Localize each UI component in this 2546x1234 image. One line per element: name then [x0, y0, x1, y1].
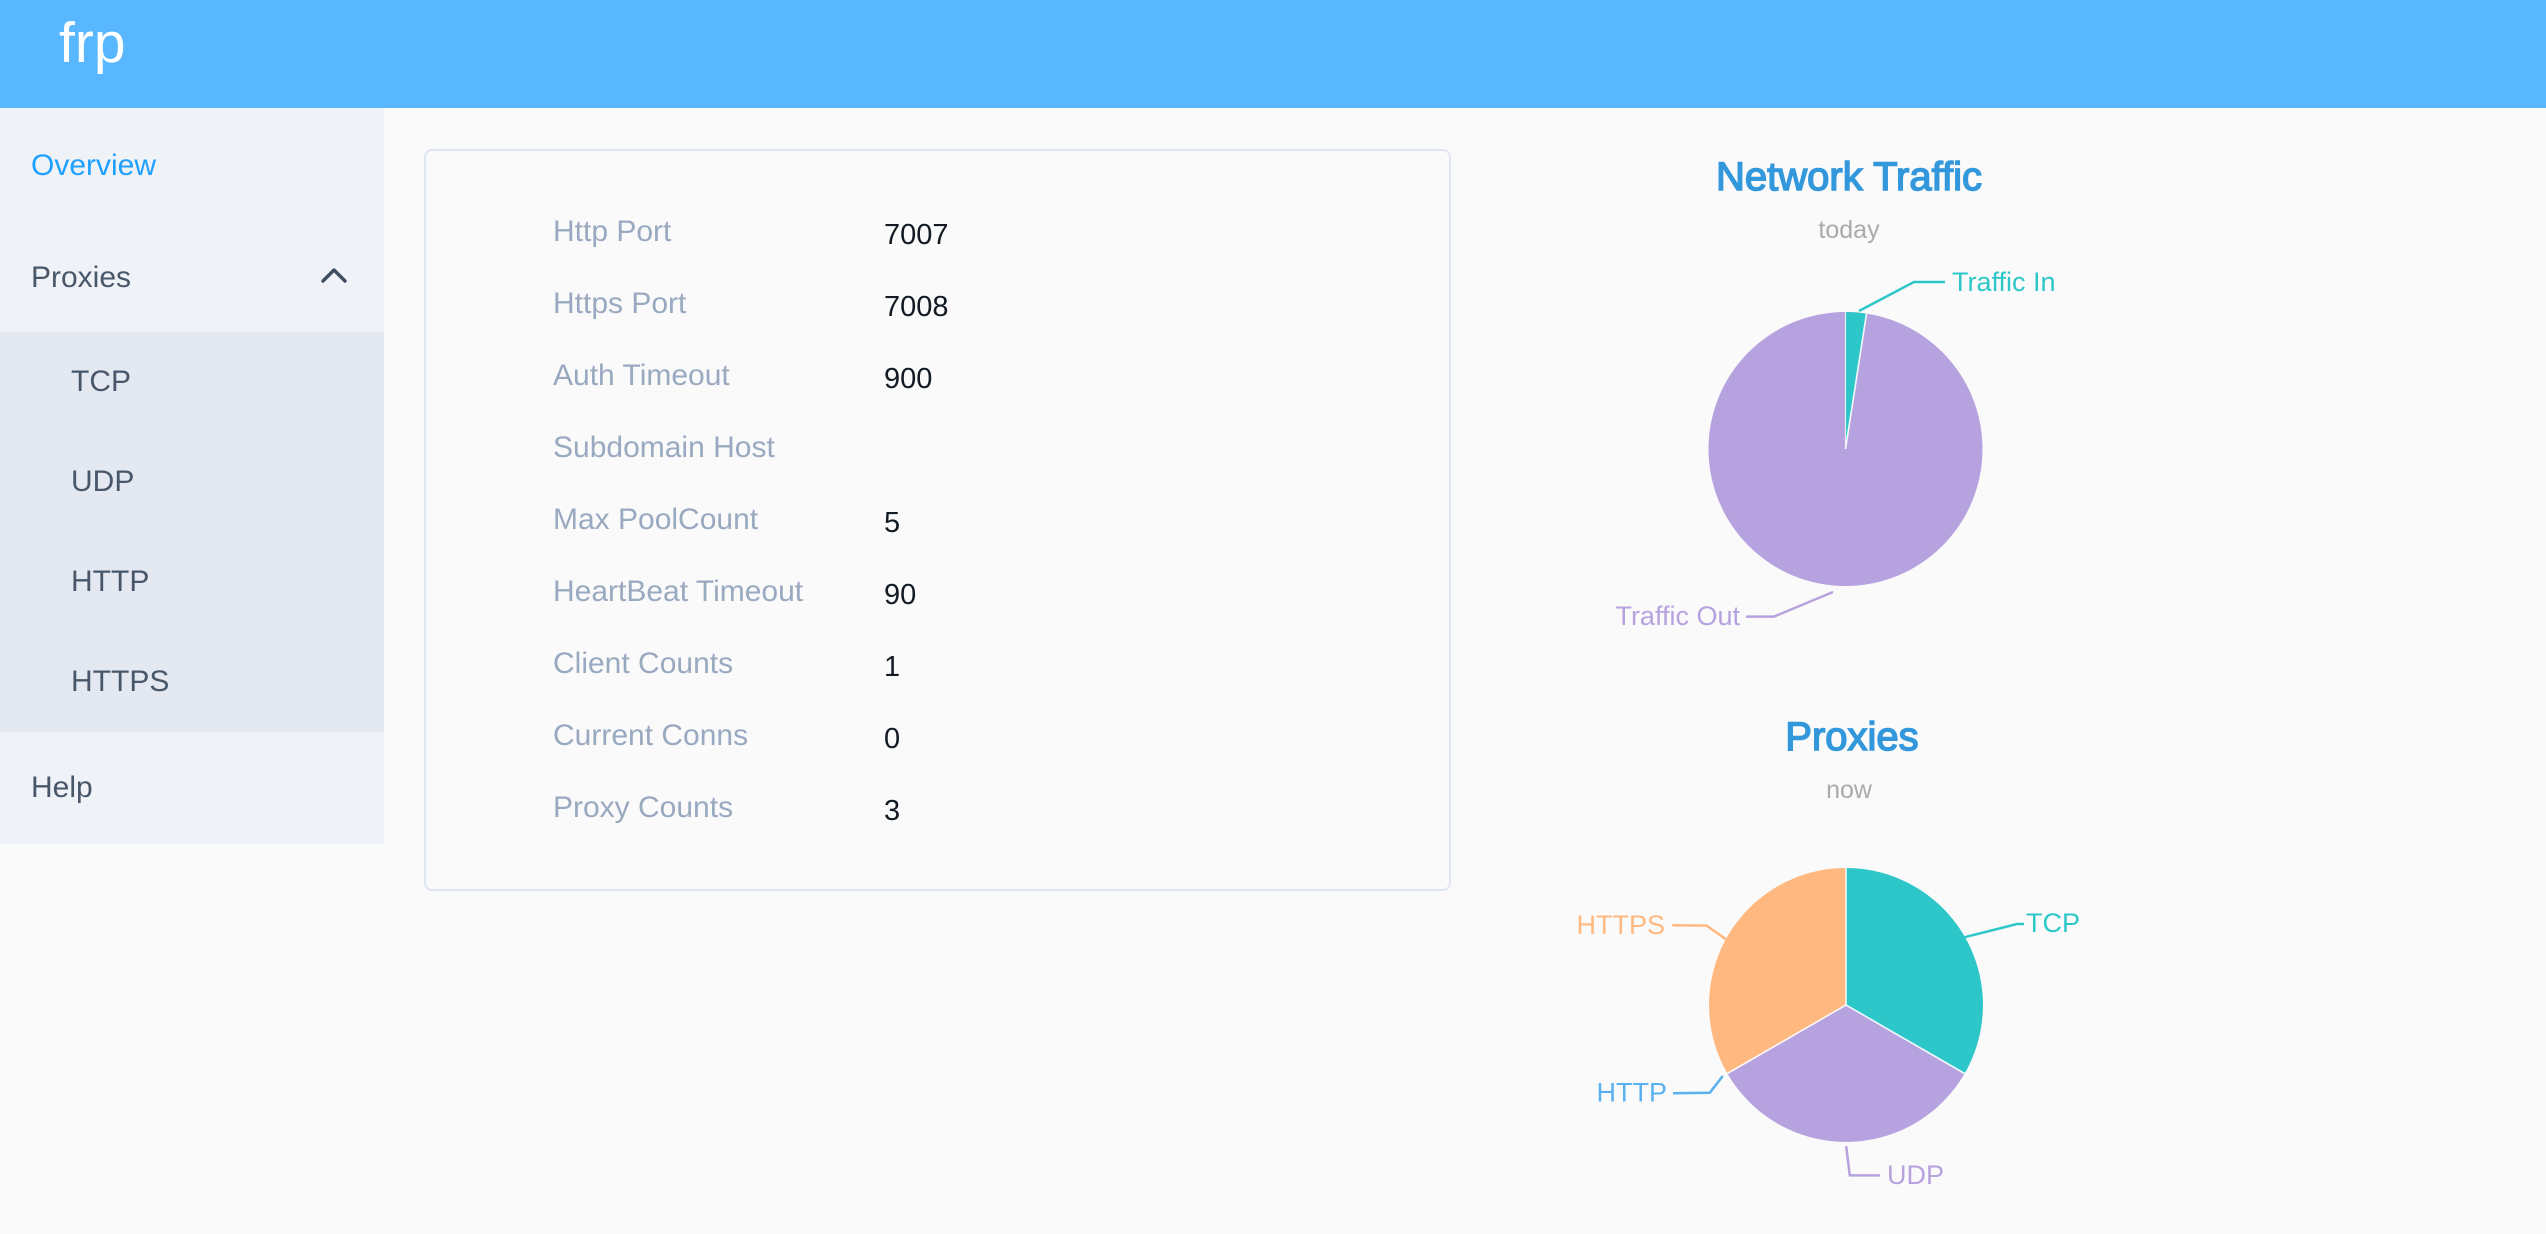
svg-text:Proxies: Proxies: [1785, 715, 1918, 759]
svg-text:now: now: [1826, 776, 1873, 804]
svg-text:Network Traffic: Network Traffic: [1716, 155, 1982, 199]
svg-text:HTTP: HTTP: [1597, 1078, 1668, 1108]
svg-text:Traffic Out: Traffic Out: [1615, 601, 1740, 631]
svg-text:UDP: UDP: [1887, 1160, 1944, 1190]
svg-text:today: today: [1818, 216, 1880, 244]
svg-text:HTTPS: HTTPS: [1576, 910, 1665, 940]
svg-text:TCP: TCP: [2026, 908, 2080, 938]
svg-text:Traffic In: Traffic In: [1952, 267, 2056, 297]
